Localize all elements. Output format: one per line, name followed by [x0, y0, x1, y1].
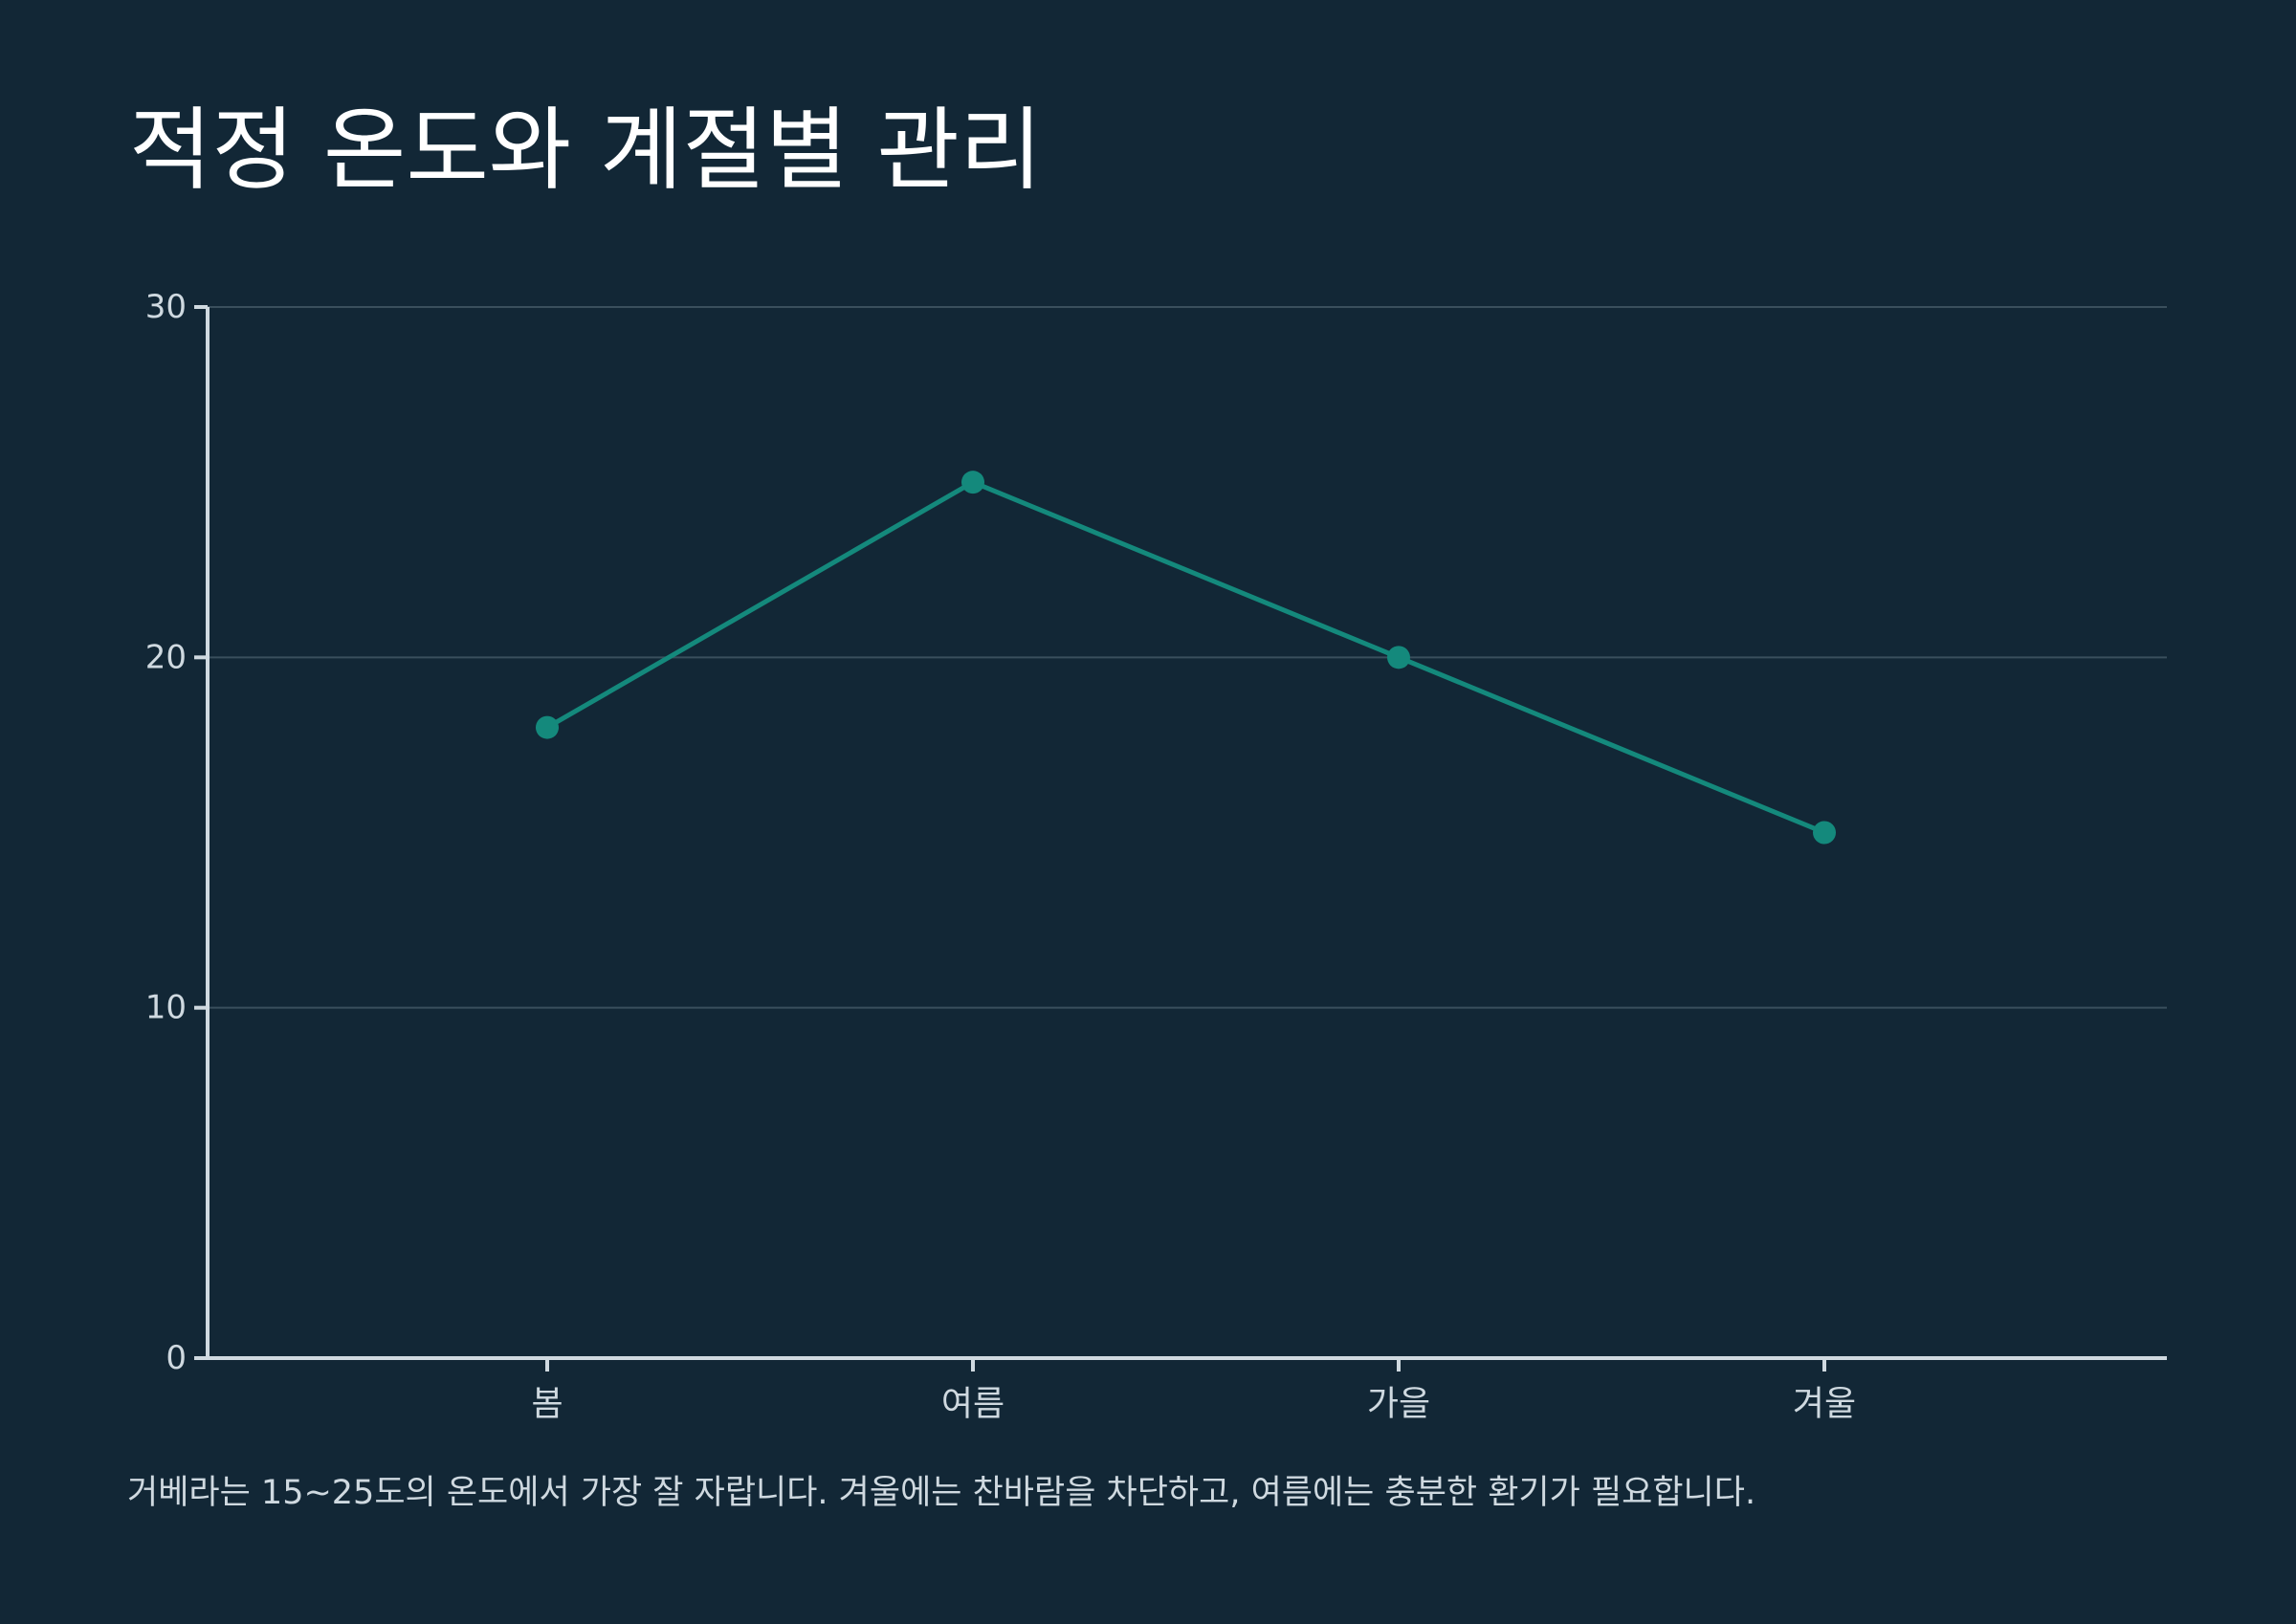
data-point [1387, 646, 1410, 669]
data-point [536, 715, 559, 739]
y-tick-label: 10 [145, 989, 187, 1027]
x-tick-label: 봄 [531, 1385, 563, 1424]
x-tick-label: 여름 [941, 1385, 1004, 1424]
series-line [544, 479, 1827, 835]
data-point [961, 471, 984, 494]
grid-lines [208, 306, 2167, 1009]
series [536, 471, 1836, 845]
y-tick-label: 30 [145, 288, 187, 326]
chart-title: 적정 온도와 계절별 관리 [129, 99, 1043, 203]
axes [194, 305, 2167, 1372]
y-tick-label: 0 [166, 1339, 187, 1377]
y-tick-label: 20 [145, 638, 187, 676]
x-tick-label: 가을 [1367, 1385, 1430, 1424]
chart-footnote: 거베라는 15~25도의 온도에서 가장 잘 자랍니다. 겨울에는 찬바람을 차… [127, 1474, 1756, 1512]
tick-labels: 0 10 20 30 봄 여름 가을 겨울 [145, 288, 1856, 1424]
data-point [1813, 821, 1836, 845]
x-tick-label: 겨울 [1793, 1385, 1856, 1424]
